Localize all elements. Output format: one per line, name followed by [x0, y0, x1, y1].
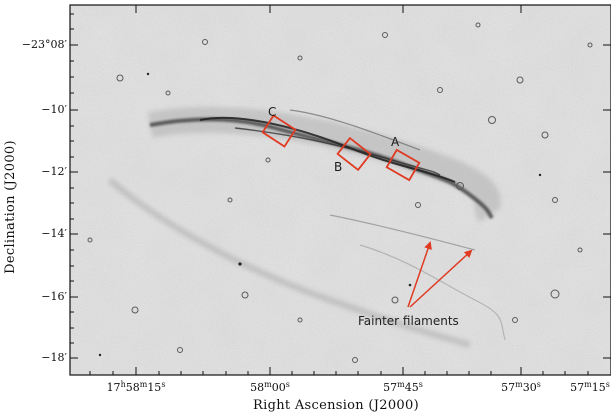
y-axis-title: Declination (J2000) [3, 140, 18, 274]
plot-frame [69, 4, 611, 376]
region-label-a: A [391, 135, 400, 149]
y-tick-label: −23°08′ [21, 38, 67, 51]
y-tick-label: −14′ [41, 227, 67, 240]
axis-ticks [70, 5, 611, 375]
point-sources [87, 22, 593, 363]
x-tick-label: 58m00s [250, 380, 290, 394]
x-axis-title: Right Ascension (J2000) [253, 398, 419, 413]
arrow-left [407, 241, 432, 308]
y-tick-label: −12′ [41, 165, 67, 178]
upper-filament [289, 109, 421, 151]
faint-arc-lower [108, 177, 471, 348]
fainter-filaments-label: Fainter filaments [358, 314, 459, 328]
annotation-arrows [407, 241, 473, 308]
region-label-b: B [334, 160, 343, 174]
x-tick-label: 57m15s [570, 380, 610, 394]
region-box-b [336, 136, 372, 172]
sky-image [70, 5, 611, 375]
region-box-c [261, 114, 297, 148]
faint-filament-2 [359, 244, 506, 341]
y-tick-label: −10′ [41, 103, 67, 116]
x-tick-label: 17h58m15s [106, 380, 166, 394]
faint-filament-1 [329, 214, 476, 251]
region-label-c: C [268, 105, 277, 119]
y-tick-label: −16′ [41, 290, 67, 303]
secondary-filament [234, 127, 441, 176]
region-box-a [385, 148, 421, 182]
x-tick-label: 57m45s [383, 380, 423, 394]
x-tick-label: 57m30s [501, 380, 541, 394]
dark-specks [98, 72, 542, 357]
y-tick-label: −18′ [41, 351, 67, 364]
region-boxes [261, 114, 421, 182]
arrow-right [409, 249, 473, 308]
sky-grain [70, 5, 611, 375]
